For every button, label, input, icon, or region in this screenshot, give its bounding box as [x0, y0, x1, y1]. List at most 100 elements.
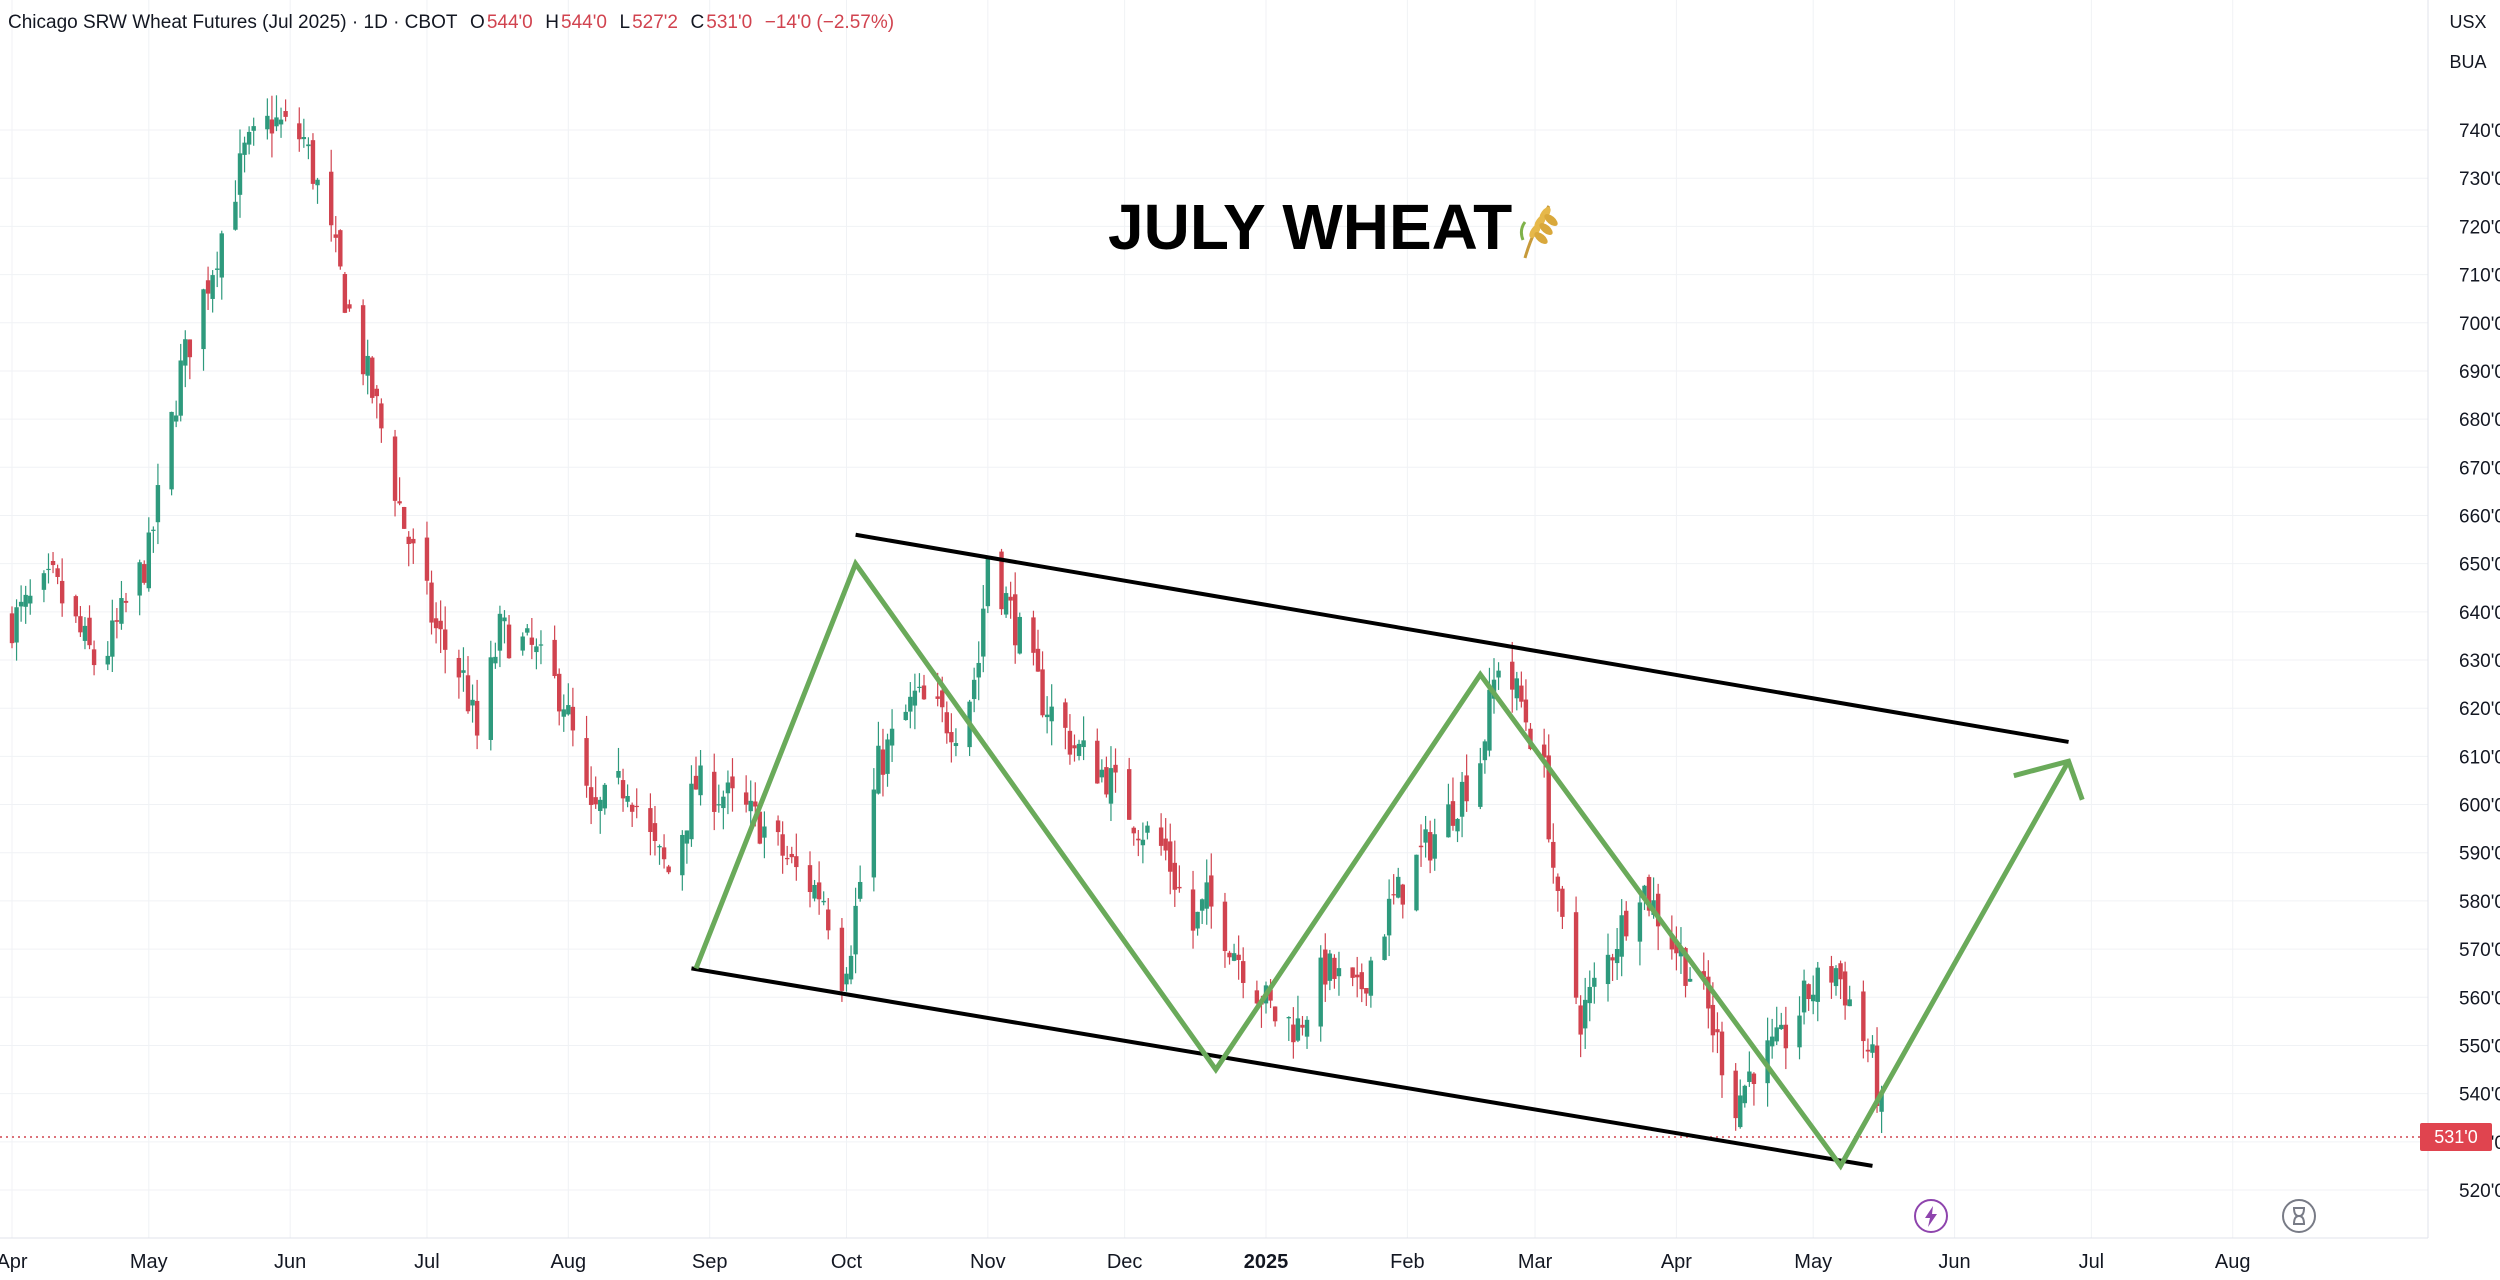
time-tick-label: Apr — [1661, 1251, 1692, 1273]
symbol-title: Chicago SRW Wheat Futures (Jul 2025) · 1… — [8, 12, 458, 33]
time-tick-label: Jul — [2079, 1251, 2105, 1273]
low-value: 527'2 — [632, 12, 678, 33]
candle-body — [730, 776, 735, 789]
candle-body — [1368, 960, 1374, 996]
candle-body — [753, 801, 758, 807]
candle-body — [1386, 898, 1392, 936]
candle-body — [1865, 1049, 1871, 1052]
flash-icon[interactable] — [1914, 1199, 1948, 1233]
time-tick-label: Jun — [274, 1251, 306, 1273]
candle-body — [780, 834, 785, 856]
candle-body — [14, 607, 19, 643]
candle-body — [1323, 949, 1328, 985]
candle-body — [789, 853, 794, 858]
candle-body — [775, 820, 781, 833]
candle-body — [1655, 893, 1661, 927]
candle-body — [274, 117, 279, 127]
price-tick-label: 710'0 — [2459, 266, 2500, 287]
wheat-icon — [1515, 200, 1559, 265]
candle-body — [1400, 884, 1405, 905]
candle-body — [857, 881, 863, 899]
candle-body — [183, 339, 188, 366]
candle-body — [1355, 974, 1360, 978]
candle-body — [588, 787, 594, 806]
candle-body — [1496, 670, 1501, 678]
candle-body — [921, 685, 927, 700]
time-tick-label: Nov — [970, 1251, 1006, 1273]
candle-body — [1158, 827, 1164, 846]
candle-body — [1774, 1027, 1779, 1042]
time-axis[interactable]: Apr May Jun Jul Aug Sep Oct Nov Dec 2025 Feb Mar Apr… — [0, 1237, 2428, 1273]
candle-body — [28, 595, 33, 604]
low-label: L — [619, 12, 631, 33]
currency-unit[interactable]: USX — [2436, 12, 2500, 33]
candle-body — [1815, 967, 1820, 1002]
candle-body — [456, 657, 462, 678]
candle-body — [908, 696, 913, 712]
candle-body — [105, 655, 110, 665]
candle-body — [1382, 936, 1387, 960]
candle-body — [844, 973, 849, 985]
open-label: O — [470, 12, 485, 33]
close-value: 531'0 — [706, 12, 753, 33]
high-label: H — [545, 12, 560, 33]
candle-body — [1842, 971, 1848, 1006]
candle-body — [151, 529, 156, 531]
candle-body — [1487, 689, 1492, 751]
measure-unit[interactable]: BUA — [2436, 52, 2500, 73]
candle-body — [1131, 827, 1136, 834]
candle-body — [1551, 841, 1556, 868]
price-tick-label: 730'0 — [2459, 169, 2500, 190]
candle-body — [1592, 977, 1597, 987]
candle-body — [880, 749, 886, 775]
candle-body — [570, 706, 576, 731]
price-tick-label: 650'0 — [2459, 555, 2500, 576]
candle-body — [807, 865, 813, 893]
candle-body — [1514, 678, 1519, 699]
open-value: 544'0 — [486, 12, 533, 33]
candle-body — [1751, 1073, 1757, 1085]
candle-body — [333, 234, 338, 238]
candle-body — [648, 808, 653, 833]
change-value: −14'0 (−2.57%) — [764, 12, 895, 33]
candle-body — [1742, 1085, 1747, 1104]
candle-body — [912, 690, 918, 706]
candle-body — [1231, 953, 1237, 961]
time-tick-label: Feb — [1390, 1251, 1424, 1273]
candle-body — [1838, 963, 1843, 980]
candle-body — [557, 673, 562, 712]
hourglass-icon[interactable] — [2282, 1199, 2316, 1233]
candle-body — [1678, 948, 1684, 957]
candle-body — [1701, 971, 1706, 978]
candle-body — [1833, 968, 1839, 987]
candle-body — [1204, 882, 1209, 909]
candle-body — [1450, 801, 1456, 826]
zigzag-projection — [693, 558, 2071, 1171]
candle-body — [210, 275, 215, 299]
candle-body — [1423, 829, 1428, 843]
candle-body — [1879, 1092, 1884, 1112]
candle-body — [1870, 1044, 1875, 1053]
candle-body — [561, 709, 566, 717]
candle-body — [534, 646, 539, 653]
candle-body — [1035, 648, 1041, 672]
candle-body — [634, 805, 639, 808]
price-axis[interactable]: 520'0530'0540'0550'0560'0570'0580'0590'0… — [2427, 0, 2500, 1238]
candle-body — [871, 789, 877, 878]
candle-body — [1769, 1036, 1775, 1047]
candle-body — [794, 856, 799, 868]
candle-body — [1683, 948, 1688, 986]
time-tick-label: Mar — [1518, 1251, 1553, 1273]
candle-body — [1779, 1024, 1784, 1030]
candle-body — [1478, 763, 1483, 807]
candle-body — [201, 289, 206, 350]
candle-body — [1177, 886, 1182, 889]
candle-body — [1286, 1017, 1291, 1019]
price-tick-label: 680'0 — [2459, 410, 2500, 431]
candle-body — [429, 582, 434, 623]
candle-body — [1706, 976, 1711, 1009]
candle-body — [114, 620, 120, 622]
candle-body — [1163, 838, 1168, 851]
candle-body — [1806, 984, 1811, 1000]
